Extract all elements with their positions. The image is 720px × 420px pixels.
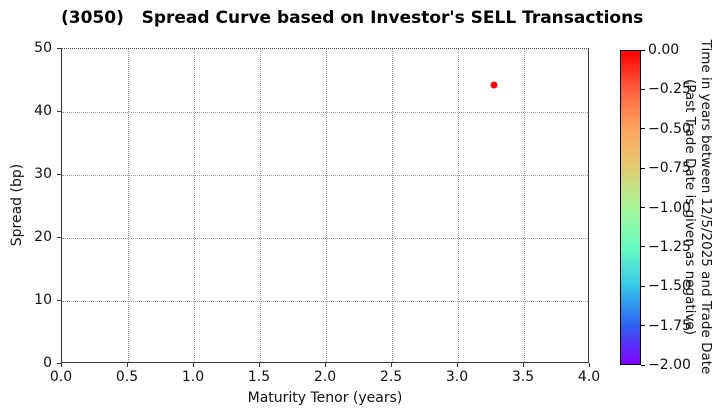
- colorbar-tick-label: −1.75: [648, 317, 691, 334]
- x-tick-label: 4.0: [577, 369, 601, 385]
- colorbar-tick-label: −1.00: [648, 199, 691, 216]
- x-tick-mark: [457, 363, 458, 367]
- y-tick-label: 30: [34, 166, 52, 182]
- x-tick-mark: [193, 363, 194, 367]
- x-gridline: [325, 49, 327, 362]
- colorbar-tick-label: −0.75: [648, 160, 691, 177]
- x-tick-mark: [127, 363, 128, 367]
- x-tick-mark: [589, 363, 590, 367]
- x-gridline: [457, 49, 459, 362]
- x-tick-mark: [259, 363, 260, 367]
- colorbar-tick-label: −1.50: [648, 278, 691, 295]
- x-tick-mark: [523, 363, 524, 367]
- x-tick-mark: [391, 363, 392, 367]
- y-tick-mark: [57, 237, 61, 238]
- colorbar-tick-label: −0.25: [648, 81, 691, 98]
- x-tick-label: 2.0: [313, 369, 337, 385]
- x-tick-label: 3.0: [445, 369, 469, 385]
- colorbar-tick-mark: [641, 325, 645, 327]
- y-gridline: [62, 174, 588, 176]
- x-axis-label: Maturity Tenor (years): [247, 390, 403, 406]
- x-gridline: [391, 49, 393, 362]
- y-tick-mark: [57, 300, 61, 301]
- colorbar-tick-mark: [641, 128, 645, 130]
- colorbar-tick-label: 0.00: [648, 42, 680, 58]
- y-tick-label: 50: [34, 40, 52, 56]
- colorbar-tick-mark: [641, 167, 645, 169]
- y-tick-label: 40: [34, 103, 52, 119]
- y-gridline: [62, 237, 588, 239]
- data-point: [490, 81, 498, 89]
- y-gridline: [62, 111, 588, 113]
- colorbar-tick-mark: [641, 246, 645, 248]
- x-tick-label: 1.5: [247, 369, 271, 385]
- colorbar-label-line1: Time in years between 12/5/2025 and Trad…: [698, 39, 714, 375]
- chart-title: (3050) Spread Curve based on Investor's …: [61, 8, 644, 28]
- colorbar-tick-mark: [641, 285, 645, 287]
- colorbar-tick-label: −2.00: [648, 357, 691, 373]
- x-tick-mark: [61, 363, 62, 367]
- x-tick-mark: [325, 363, 326, 367]
- colorbar: [620, 50, 641, 365]
- colorbar-tick-mark: [641, 49, 645, 51]
- y-tick-mark: [57, 111, 61, 112]
- y-tick-mark: [57, 363, 61, 364]
- plot-area: [61, 48, 589, 363]
- x-gridline: [259, 49, 261, 362]
- x-tick-label: 2.5: [379, 369, 403, 385]
- x-tick-label: 0.5: [115, 369, 139, 385]
- y-tick-mark: [57, 174, 61, 175]
- colorbar-tick-label: −0.50: [648, 120, 691, 137]
- colorbar-tick-mark: [641, 88, 645, 90]
- x-gridline: [523, 49, 525, 362]
- x-tick-label: 0.0: [49, 369, 73, 385]
- x-gridline: [193, 49, 195, 362]
- colorbar-tick-mark: [641, 207, 645, 208]
- colorbar-tick-mark: [641, 364, 645, 366]
- x-tick-label: 1.0: [181, 369, 205, 385]
- x-tick-label: 3.5: [511, 369, 535, 385]
- x-gridline: [127, 49, 129, 362]
- y-gridline: [62, 300, 588, 302]
- y-tick-mark: [57, 48, 61, 49]
- y-tick-label: 0: [43, 355, 52, 371]
- y-tick-label: 20: [34, 229, 52, 245]
- colorbar-tick-label: −1.25: [648, 238, 691, 255]
- y-axis-label: Spread (bp): [9, 163, 25, 247]
- y-tick-label: 10: [34, 292, 52, 308]
